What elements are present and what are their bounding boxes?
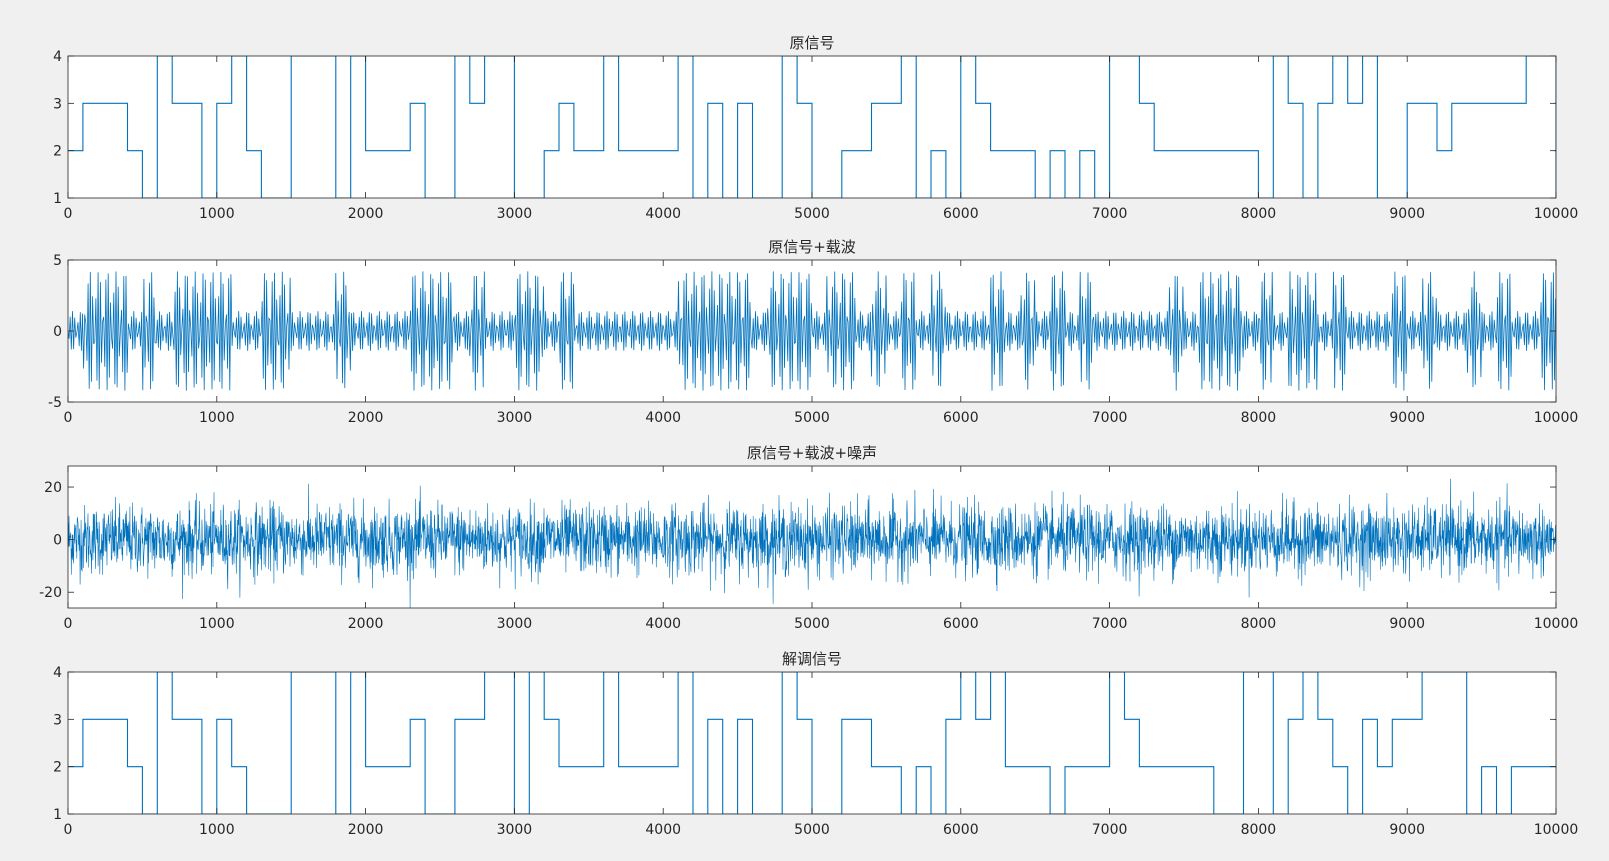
y-tick-label: 4 bbox=[53, 665, 62, 681]
x-tick-label: 6000 bbox=[943, 616, 979, 632]
x-tick-label: 0 bbox=[64, 616, 73, 632]
x-tick-label: 7000 bbox=[1092, 616, 1128, 632]
x-tick-label: 9000 bbox=[1389, 410, 1425, 426]
x-tick-label: 1000 bbox=[199, 410, 235, 426]
subplot-3: 0 1000 2000 3000 4000 5000 6000 7000 8000 9000 100… bbox=[39, 444, 1578, 632]
x-tick-label: 9000 bbox=[1389, 822, 1425, 838]
x-tick-label: 5000 bbox=[794, 616, 830, 632]
series-line bbox=[68, 271, 1556, 391]
x-tick-label: 0 bbox=[64, 822, 73, 838]
x-tick-label: 10000 bbox=[1534, 206, 1579, 222]
x-tick-label: 10000 bbox=[1534, 822, 1579, 838]
series-line bbox=[68, 478, 1556, 608]
x-tick-label: 3000 bbox=[497, 616, 533, 632]
y-tick-label: 2 bbox=[53, 760, 62, 776]
x-tick-label: 4000 bbox=[645, 822, 681, 838]
y-tick-label: 1 bbox=[53, 807, 62, 823]
subplot-2: 0 1000 2000 3000 4000 5000 6000 7000 8000 9000 100… bbox=[48, 238, 1578, 426]
series-line bbox=[68, 672, 1556, 814]
x-tick-label: 10000 bbox=[1534, 616, 1579, 632]
x-tick-label: 6000 bbox=[943, 206, 979, 222]
x-tick-label: 5000 bbox=[794, 206, 830, 222]
y-tick-label: 4 bbox=[53, 49, 62, 65]
subplot-title: 原信号+载波 bbox=[768, 238, 856, 256]
subplot-1: 0 1000 2000 3000 4000 5000 6000 7000 8000 9000 100… bbox=[53, 34, 1579, 222]
x-tick-label: 4000 bbox=[645, 410, 681, 426]
x-tick-label: 5000 bbox=[794, 822, 830, 838]
x-tick-label: 3000 bbox=[497, 410, 533, 426]
y-tick-label: 20 bbox=[44, 480, 62, 496]
x-tick-label: 2000 bbox=[348, 822, 384, 838]
subplot-4: 0 1000 2000 3000 4000 5000 6000 7000 8000 9000 100… bbox=[53, 650, 1579, 838]
y-tick-label: 5 bbox=[53, 253, 62, 269]
x-tick-label: 1000 bbox=[199, 822, 235, 838]
y-tick-label: 2 bbox=[53, 144, 62, 160]
y-tick-label: 0 bbox=[53, 324, 62, 340]
y-tick-label: 0 bbox=[53, 533, 62, 549]
x-tick-label: 10000 bbox=[1534, 410, 1579, 426]
x-tick-label: 1000 bbox=[199, 206, 235, 222]
x-tick-label: 0 bbox=[64, 206, 73, 222]
y-tick-label: -5 bbox=[48, 395, 62, 411]
subplot-title: 原信号 bbox=[789, 34, 834, 52]
x-tick-label: 5000 bbox=[794, 410, 830, 426]
x-tick-label: 3000 bbox=[497, 206, 533, 222]
x-tick-label: 6000 bbox=[943, 822, 979, 838]
x-tick-label: 7000 bbox=[1092, 206, 1128, 222]
x-tick-label: 7000 bbox=[1092, 822, 1128, 838]
x-tick-label: 8000 bbox=[1241, 616, 1277, 632]
series-line bbox=[68, 56, 1556, 198]
subplot-title: 解调信号 bbox=[782, 650, 842, 668]
x-tick-label: 2000 bbox=[348, 206, 384, 222]
x-tick-label: 7000 bbox=[1092, 410, 1128, 426]
x-tick-label: 0 bbox=[64, 410, 73, 426]
y-tick-label: 3 bbox=[53, 96, 62, 112]
x-tick-label: 9000 bbox=[1389, 616, 1425, 632]
x-tick-label: 4000 bbox=[645, 616, 681, 632]
x-tick-label: 8000 bbox=[1241, 410, 1277, 426]
x-tick-label: 9000 bbox=[1389, 206, 1425, 222]
y-tick-label: 3 bbox=[53, 712, 62, 728]
x-tick-label: 8000 bbox=[1241, 822, 1277, 838]
x-tick-label: 8000 bbox=[1241, 206, 1277, 222]
y-tick-label: 1 bbox=[53, 191, 62, 207]
x-tick-label: 6000 bbox=[943, 410, 979, 426]
y-tick-label: -20 bbox=[39, 585, 62, 601]
subplot-title: 原信号+载波+噪声 bbox=[747, 444, 877, 462]
x-tick-label: 2000 bbox=[348, 410, 384, 426]
x-tick-label: 2000 bbox=[348, 616, 384, 632]
x-tick-label: 1000 bbox=[199, 616, 235, 632]
x-tick-label: 3000 bbox=[497, 822, 533, 838]
x-tick-label: 4000 bbox=[645, 206, 681, 222]
